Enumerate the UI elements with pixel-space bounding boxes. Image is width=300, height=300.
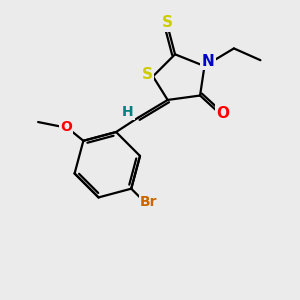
Text: S: S <box>162 15 173 30</box>
Text: H: H <box>122 105 134 119</box>
Text: N: N <box>202 54 214 69</box>
Text: O: O <box>60 120 72 134</box>
Text: O: O <box>217 106 230 121</box>
Text: S: S <box>142 67 153 82</box>
Text: Br: Br <box>140 196 157 209</box>
